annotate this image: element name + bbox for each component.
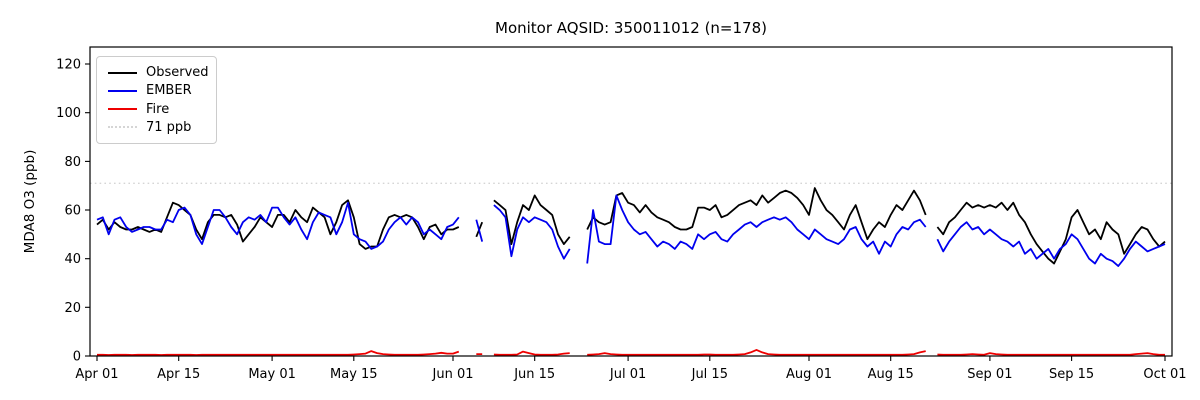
svg-text:Aug 15: Aug 15 xyxy=(868,367,914,382)
svg-text:Aug 01: Aug 01 xyxy=(786,367,832,382)
svg-text:Sep 01: Sep 01 xyxy=(967,367,1012,382)
observed-line-sample xyxy=(108,71,137,74)
fire-line-sample xyxy=(108,108,137,111)
svg-text:Jul 01: Jul 01 xyxy=(609,367,646,382)
legend: Observed EMBER Fire 71 ppb xyxy=(96,56,217,144)
plot-frame xyxy=(89,46,1173,357)
svg-text:May 01: May 01 xyxy=(248,367,296,382)
legend-item-fire: Fire xyxy=(106,101,207,118)
legend-item-threshold: 71 ppb xyxy=(106,119,207,136)
svg-text:Oct 01: Oct 01 xyxy=(1143,367,1186,382)
svg-text:20: 20 xyxy=(64,301,81,316)
x-axis: Apr 01 Apr 15 May 01 May 15 Jun 01 Jun 15 Jul … xyxy=(75,356,1187,382)
svg-text:100: 100 xyxy=(56,106,81,121)
svg-text:40: 40 xyxy=(64,252,81,267)
legend-item-observed: Observed xyxy=(106,64,209,81)
threshold-line-sample xyxy=(108,126,137,129)
svg-text:Jun 15: Jun 15 xyxy=(513,367,555,382)
svg-text:60: 60 xyxy=(64,204,81,219)
legend-label: EMBER xyxy=(146,83,192,99)
svg-text:May 15: May 15 xyxy=(330,367,378,382)
svg-text:Jun 01: Jun 01 xyxy=(432,367,474,382)
svg-text:Apr 15: Apr 15 xyxy=(157,367,200,382)
series-ember xyxy=(96,194,1166,267)
svg-text:Apr 01: Apr 01 xyxy=(75,367,118,382)
legend-item-ember: EMBER xyxy=(106,82,207,99)
series-fire xyxy=(97,349,1165,356)
svg-text:0: 0 xyxy=(73,350,81,365)
legend-label: Observed xyxy=(146,65,209,80)
svg-text:120: 120 xyxy=(56,58,81,73)
svg-text:80: 80 xyxy=(64,155,81,170)
y-axis-label: MDA8 O3 (ppb) xyxy=(22,150,38,254)
legend-label: Fire xyxy=(146,101,170,117)
svg-text:Sep 15: Sep 15 xyxy=(1049,367,1094,382)
svg-text:Jul 15: Jul 15 xyxy=(691,367,728,382)
legend-label: 71 ppb xyxy=(146,119,192,135)
ember-line-sample xyxy=(108,89,137,92)
y-axis: 0 20 40 60 80 100 120 xyxy=(56,58,90,365)
chart-title: Monitor AQSID: 350011012 (n=178) xyxy=(495,19,767,37)
